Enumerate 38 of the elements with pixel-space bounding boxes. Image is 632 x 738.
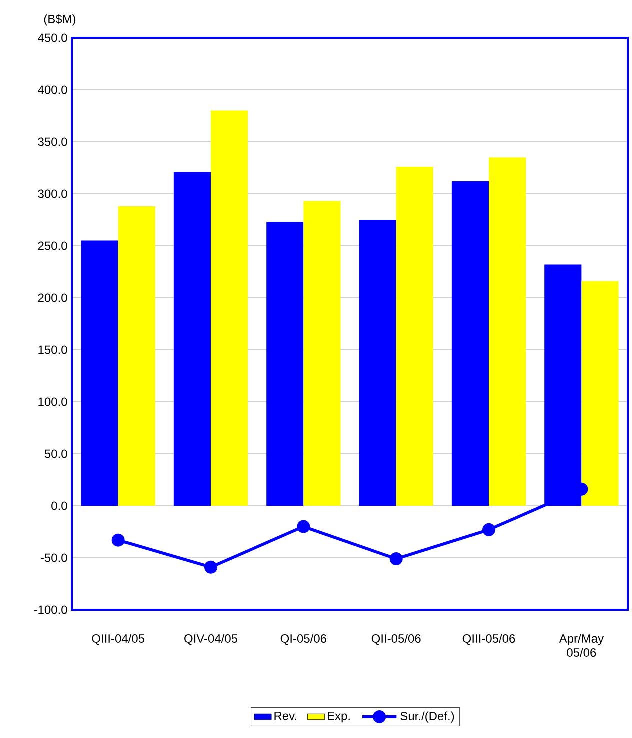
x-tick-label: QIII-04/05 (92, 634, 145, 646)
y-tick-label: 250.0 (38, 242, 68, 250)
x-tick-label: QIV-04/05 (184, 634, 238, 646)
legend-label: Rev. (274, 712, 296, 720)
y-tick-label: 200.0 (38, 294, 68, 302)
y-tick-label: 0.0 (52, 502, 68, 510)
y-tick-label: -50.0 (40, 554, 68, 562)
point (390, 552, 403, 566)
y-tick-label: 100.0 (38, 398, 68, 406)
bar (174, 172, 212, 506)
bar (211, 110, 248, 506)
point (482, 523, 496, 536)
bar (304, 201, 341, 506)
point (204, 560, 218, 574)
y-tick-label: 400.0 (38, 86, 68, 94)
x-tick-label: Apr/May 05/06 (559, 634, 604, 658)
bar (582, 281, 619, 506)
bar (489, 158, 526, 506)
x-tick-label: QII-05/06 (372, 634, 421, 646)
y-axis-title: (B$M) (44, 14, 76, 26)
point (297, 520, 310, 534)
x-tick-label: QIII-05/06 (462, 634, 516, 646)
y-tick-label: 350.0 (38, 138, 68, 146)
bar (81, 240, 118, 506)
y-tick-label: 450.0 (38, 34, 68, 42)
bar (359, 220, 396, 506)
bar (452, 182, 490, 506)
bar (266, 222, 304, 506)
legend-label: Exp. (328, 712, 350, 723)
legend-label: Sur./(Def.) (400, 712, 454, 723)
bar (118, 206, 156, 506)
y-tick-label: 300.0 (38, 190, 68, 198)
x-tick-label: QI-05/06 (280, 634, 326, 646)
bar (396, 166, 434, 506)
y-tick-label: 150.0 (38, 346, 68, 354)
y-tick-label: -100.0 (34, 606, 68, 614)
point (112, 534, 125, 547)
y-tick-label: 50.0 (44, 450, 68, 458)
